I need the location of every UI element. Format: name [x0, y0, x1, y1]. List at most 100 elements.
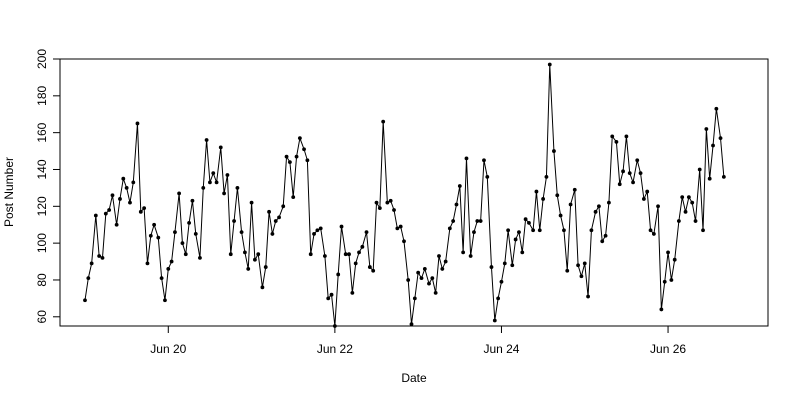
- data-point: [93, 213, 98, 218]
- data-point: [381, 119, 386, 124]
- data-point: [704, 127, 709, 131]
- data-point: [589, 228, 594, 233]
- data-point: [228, 252, 233, 257]
- data-point: [107, 208, 112, 212]
- data-point: [135, 121, 140, 126]
- data-point: [502, 261, 507, 266]
- data-point: [683, 209, 688, 214]
- data-point: [422, 267, 427, 271]
- data-point: [621, 169, 625, 174]
- data-point: [350, 290, 355, 295]
- data-point: [562, 228, 566, 233]
- data-point: [267, 209, 271, 214]
- data-point: [510, 263, 515, 268]
- x-tick-label: Jun 26: [650, 342, 686, 356]
- data-point: [318, 226, 323, 231]
- data-point: [128, 200, 132, 205]
- data-point: [582, 261, 587, 266]
- data-point: [648, 228, 653, 233]
- data-point: [83, 298, 87, 303]
- data-point: [496, 296, 501, 301]
- data-point: [489, 265, 494, 269]
- data-point: [544, 174, 549, 179]
- data-point: [273, 219, 278, 223]
- x-tick-label: Jun 20: [150, 342, 186, 356]
- data-point: [353, 261, 358, 266]
- data-point: [367, 265, 372, 269]
- data-point: [395, 226, 400, 231]
- data-point: [374, 200, 379, 205]
- data-point: [409, 322, 414, 327]
- x-tick-label: Jun 22: [317, 342, 353, 356]
- data-point: [204, 138, 209, 142]
- data-point: [336, 272, 341, 277]
- data-point: [576, 263, 580, 268]
- data-point: [326, 296, 331, 301]
- data-point: [124, 186, 129, 190]
- data-point: [308, 252, 313, 257]
- data-point: [461, 250, 466, 255]
- data-point: [218, 145, 223, 150]
- data-point: [180, 241, 185, 246]
- data-point: [701, 228, 705, 233]
- data-point: [430, 276, 435, 281]
- data-point: [131, 180, 136, 185]
- data-point: [416, 270, 421, 275]
- data-point: [645, 189, 650, 194]
- data-point: [659, 307, 664, 312]
- data-point: [183, 252, 188, 257]
- data-point: [284, 154, 289, 159]
- data-point: [159, 276, 164, 281]
- data-point: [419, 276, 424, 281]
- data-point: [593, 209, 598, 214]
- data-point: [322, 254, 327, 258]
- data-point: [440, 267, 445, 271]
- data-point: [121, 176, 126, 181]
- data-point: [297, 136, 302, 141]
- y-tick-label: 200: [35, 49, 49, 69]
- data-point: [100, 255, 105, 260]
- data-point: [666, 250, 670, 255]
- data-point: [517, 230, 521, 234]
- data-point: [177, 191, 182, 196]
- data-point: [398, 224, 403, 229]
- data-point: [597, 204, 601, 209]
- data-point: [169, 259, 174, 264]
- data-point: [315, 228, 320, 233]
- data-point: [253, 257, 257, 262]
- data-point: [443, 259, 448, 264]
- data-point: [347, 252, 351, 257]
- data-point: [586, 294, 590, 299]
- data-point: [142, 206, 147, 211]
- data-point: [631, 180, 635, 185]
- data-point: [97, 254, 102, 258]
- data-point: [523, 217, 528, 222]
- data-point: [600, 239, 605, 244]
- data-point: [402, 239, 406, 244]
- data-point: [166, 267, 171, 271]
- data-point: [312, 232, 316, 236]
- data-point: [114, 222, 119, 227]
- data-point: [357, 250, 361, 255]
- data-point: [377, 206, 382, 211]
- data-point: [472, 230, 476, 234]
- data-point: [662, 279, 667, 284]
- data-point: [531, 228, 536, 233]
- data-point: [572, 187, 577, 192]
- data-point: [651, 232, 656, 236]
- data-point: [610, 134, 615, 139]
- data-point: [281, 204, 286, 209]
- data-point: [603, 233, 608, 238]
- data-point: [520, 250, 525, 255]
- data-point: [547, 62, 552, 67]
- data-point: [148, 233, 153, 238]
- data-point: [152, 222, 157, 227]
- data-point: [614, 139, 619, 144]
- data-point: [433, 290, 438, 295]
- series: [83, 62, 726, 328]
- data-point: [680, 195, 685, 200]
- data-point: [305, 158, 310, 163]
- data-point: [568, 202, 573, 207]
- data-point: [541, 197, 546, 201]
- data-point: [693, 219, 698, 223]
